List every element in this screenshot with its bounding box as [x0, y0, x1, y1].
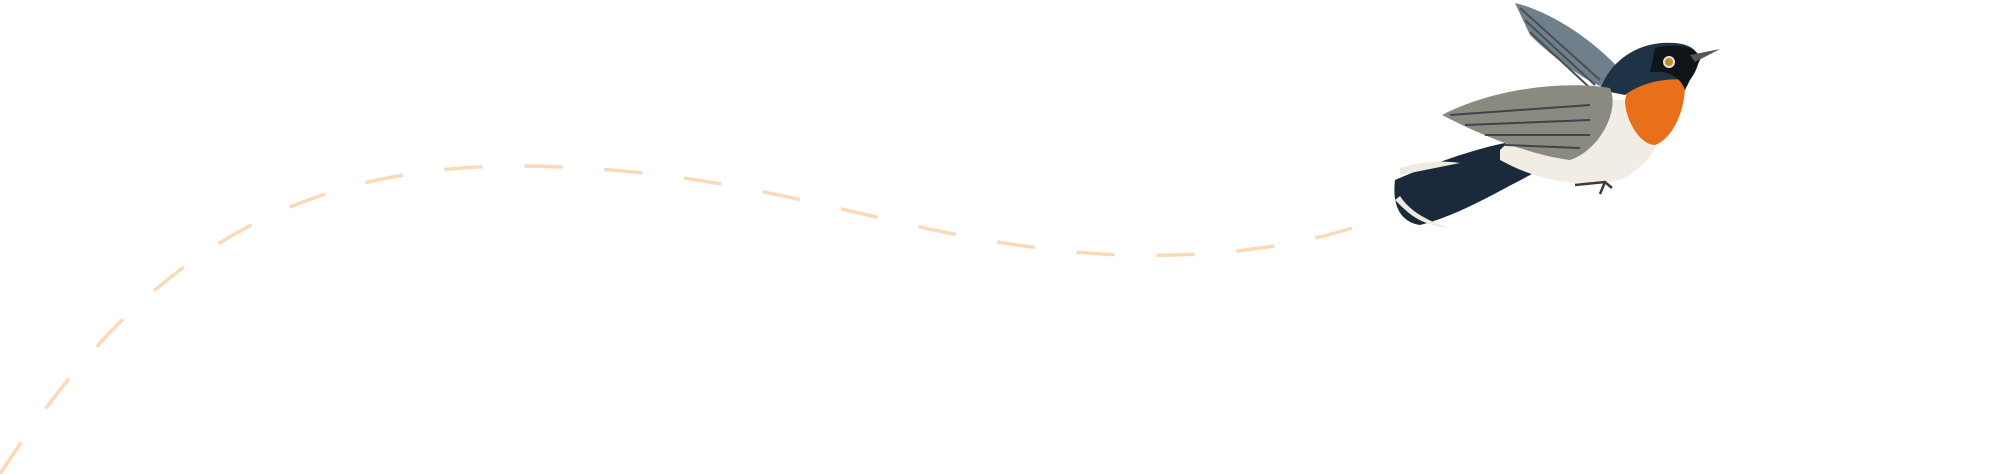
bird-tail — [1394, 143, 1540, 225]
bird-icon — [1394, 3, 1720, 228]
bird-feet — [1574, 180, 1613, 195]
dashed-flight-path — [0, 164, 1356, 474]
bird-throat — [1625, 74, 1685, 145]
bird-beak — [1690, 49, 1720, 62]
bird-upper-wing — [1515, 3, 1625, 90]
bird-eye — [1663, 56, 1675, 68]
